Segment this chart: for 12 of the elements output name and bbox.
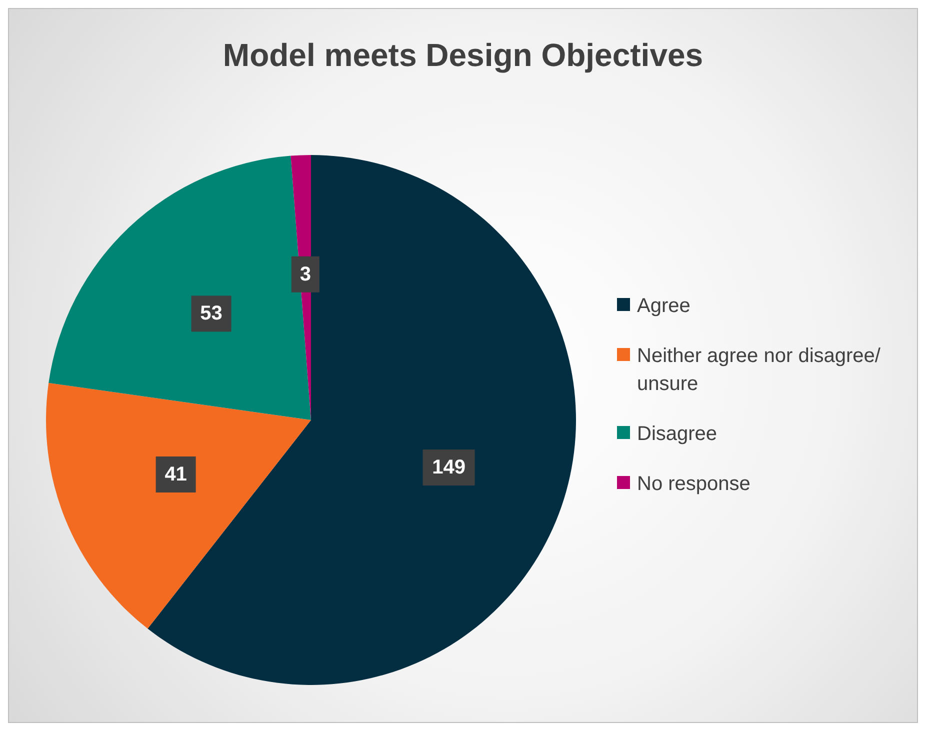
pie-slice: [148, 155, 576, 685]
data-label: 41: [164, 463, 187, 486]
pie-slice: [48, 156, 311, 420]
legend-label: Agree: [637, 294, 690, 318]
legend-label: Disagree: [637, 422, 718, 446]
chart-title: Model meets Design Objectives: [222, 37, 704, 74]
pie-slice: [46, 382, 311, 629]
legend-label: Neither agree nor disagree/ unsure: [637, 344, 882, 396]
legend-label: No response: [637, 472, 750, 496]
data-label: 3: [300, 263, 311, 286]
data-label: 53: [200, 302, 222, 325]
data-label: 149: [432, 456, 466, 479]
